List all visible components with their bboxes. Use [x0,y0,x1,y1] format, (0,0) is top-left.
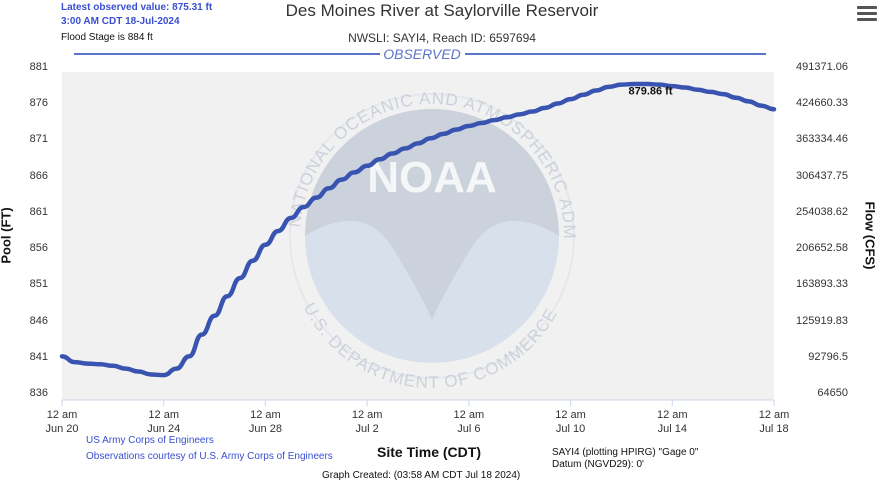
x-tick-label: 12 am Jun 20 [45,409,79,435]
y-tick-label: 851 [29,278,48,291]
y2-tick-label: 163893.33 [796,278,848,291]
y2-axis-title: Flow (CFS) [862,201,878,270]
x-tick-label: 12 am Jul 10 [555,409,586,435]
x-tick-label: 12 am Jul 18 [758,409,790,435]
datum-line2: Datum (NGVD29): 0' [552,459,644,470]
hamburger-menu-icon[interactable] [857,6,877,24]
y-axis-title: Pool (FT) [0,207,14,264]
watermark-center-text: NOAA [367,153,497,202]
credit-usace[interactable]: US Army Corps of Engineers [86,435,214,446]
flood-stage: Flood Stage is 884 ft [61,32,153,43]
latest-observed: Latest observed value: 875.31 ft 3:00 AM… [61,1,212,29]
y2-tick-label: 424660.33 [796,97,848,110]
y-tick-label: 856 [29,242,48,255]
noaa-logo-icon: NATIONAL OCEANIC AND ATMOSPHERIC ADMINIS… [0,0,578,392]
credit-observations[interactable]: Observations courtesy of U.S. Army Corps… [86,451,333,462]
peak-label: 879.86 ft [628,85,672,97]
datum-info: SAYI4 (plotting HPIRG) "Gage 0" Datum (N… [552,447,698,471]
graph-created: Graph Created: (03:58 AM CDT Jul 18 2024… [322,470,521,481]
x-tick-label: 12 am Jun 28 [248,409,282,435]
x-tick-label: 12 am Jun 24 [147,409,181,435]
x-tick-label: 12 am Jul 6 [453,409,485,435]
y-tick-label: 836 [29,387,48,399]
y2-tick-label: 125919.83 [796,314,848,327]
y2-tick-label: 254038.62 [796,205,848,218]
series-layer [59,81,777,378]
y-tick-label: 841 [29,350,48,363]
y-tick-label: 876 [29,97,48,110]
y-tick-label: 846 [29,314,48,327]
y2-tick-label: 491371.06 [796,61,848,73]
y2-tick-label: 363334.46 [796,133,848,146]
x-tick-marks [61,400,775,406]
y2-tick-label: 92796.5 [808,350,848,363]
datum-line1: SAYI4 (plotting HPIRG) "Gage 0" [552,447,699,458]
x-tick-label: 12 am Jul 2 [351,409,383,435]
y-tick-label: 866 [29,169,48,182]
x-axis-title: Site Time (CDT) [377,444,481,460]
chart-subtitle: NWSLI: SAYI4, Reach ID: 6597694 [348,31,536,45]
latest-observed-value: Latest observed value: 875.31 ft [61,2,213,13]
observed-label: OBSERVED [383,46,461,62]
x-tick-label: 12 am Jul 14 [656,409,688,435]
series-line-observed[interactable] [59,81,777,378]
y-tick-label: 861 [29,205,48,218]
y-tick-label: 871 [29,133,48,146]
y2-tick-label: 206652.58 [796,242,848,255]
latest-observed-time: 3:00 AM CDT 18-Jul-2024 [61,16,180,27]
y-tick-label: 881 [29,61,48,73]
chart-title: Des Moines River at Saylorville Reservoi… [285,1,599,20]
y2-tick-label: 64650 [817,387,848,399]
y2-tick-label: 306437.75 [796,169,848,182]
